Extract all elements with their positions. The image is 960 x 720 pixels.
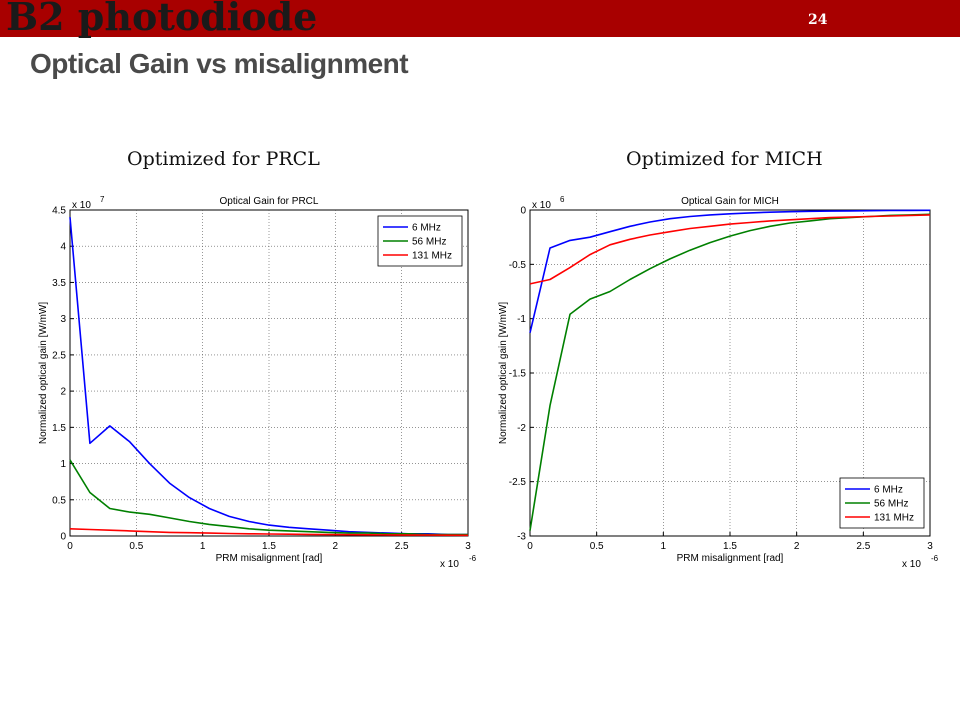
x-axis-multiplier: x 10 [902, 559, 921, 570]
x-tick-label: 2 [333, 541, 339, 552]
y-tick-label: 2.5 [52, 350, 66, 361]
y-tick-label: -1.5 [509, 369, 527, 380]
chart-title: Optical Gain for PRCL [220, 196, 319, 207]
legend-label: 6 MHz [412, 223, 441, 234]
y-tick-label: 0 [520, 206, 526, 217]
y-tick-label: 1 [60, 459, 66, 470]
x-axis-multiplier-exponent: -6 [469, 554, 477, 563]
legend-label: 56 MHz [874, 499, 908, 510]
legend-label: 56 MHz [412, 237, 446, 248]
y-tick-label: 3 [60, 314, 66, 325]
y-tick-label: 0 [60, 532, 66, 543]
y-axis-multiplier-exponent: 7 [100, 195, 105, 204]
prcl-gain-chart: 0 0.5 1 1.5 2 2.5 3 0 0.5 1 1.5 2 2.5 3 3.5 4 4.5 Optical… [38, 195, 477, 570]
legend-label: 131 MHz [874, 513, 914, 524]
title-bar [0, 0, 960, 37]
slide-subtitle: Optical Gain vs misalignment [30, 48, 409, 79]
legend-label: 131 MHz [412, 251, 452, 262]
panel-heading-prcl: Optimized for PRCL [127, 148, 320, 170]
series-line-131-mhz [529, 214, 931, 285]
y-tick-label: -0.5 [509, 260, 527, 271]
y-axis-label: Normalized optical gain [W/mW] [498, 302, 509, 444]
series-line-6-mhz [529, 209, 931, 333]
x-tick-label: 2.5 [856, 541, 870, 552]
y-tick-label: 2 [60, 387, 66, 398]
x-tick-label: 1.5 [262, 541, 276, 552]
y-axis-label: Normalized optical gain [W/mW] [38, 302, 49, 444]
y-axis-multiplier-exponent: 6 [560, 195, 565, 204]
x-tick-label: 0 [67, 541, 73, 552]
panel-heading-mich: Optimized for MICH [626, 148, 823, 170]
x-tick-label: 0.5 [129, 541, 143, 552]
y-tick-label: 3.5 [52, 278, 66, 289]
x-tick-label: 3 [927, 541, 933, 552]
y-tick-label: -2 [517, 423, 526, 434]
slide-title: B2 photodiode [6, 0, 318, 39]
legend-label: 6 MHz [874, 485, 903, 496]
y-axis-multiplier: x 10 [72, 200, 91, 211]
x-axis-label: PRM misalignment [rad] [216, 553, 323, 564]
x-axis-multiplier: x 10 [440, 559, 459, 570]
x-tick-label: 0.5 [590, 541, 604, 552]
x-tick-label: 3 [465, 541, 471, 552]
y-tick-label: 4.5 [52, 206, 66, 217]
y-axis-multiplier: x 10 [532, 200, 551, 211]
x-tick-label: 1 [661, 541, 667, 552]
series-line-56-mhz [69, 459, 468, 536]
x-tick-label: 2 [794, 541, 800, 552]
x-tick-label: 1 [200, 541, 206, 552]
y-tick-label: 1.5 [52, 423, 66, 434]
x-axis-label: PRM misalignment [rad] [677, 553, 784, 564]
x-axis-multiplier-exponent: -6 [931, 554, 939, 563]
y-tick-label: -3 [517, 532, 526, 543]
mich-gain-chart: 0 0.5 1 1.5 2 2.5 3 -3 -2.5 -2 -1.5 -1 -0.5 0 Optical … [498, 195, 939, 570]
series-line-131-mhz [69, 528, 469, 537]
y-tick-label: -1 [517, 314, 526, 325]
y-tick-label: 0.5 [52, 495, 66, 506]
y-tick-label: -2.5 [509, 477, 527, 488]
chart-title: Optical Gain for MICH [681, 196, 779, 207]
x-tick-label: 2.5 [395, 541, 409, 552]
x-tick-label: 0 [527, 541, 533, 552]
x-tick-label: 1.5 [723, 541, 737, 552]
y-tick-label: 4 [60, 242, 66, 253]
page-number: 24 [808, 12, 828, 28]
